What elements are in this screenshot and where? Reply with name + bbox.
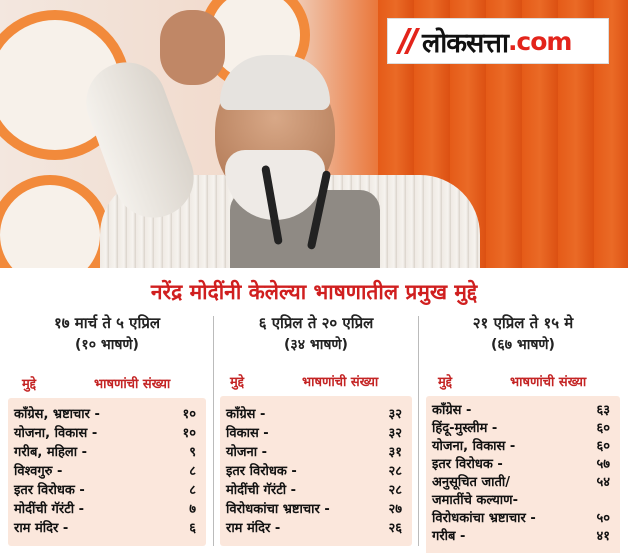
topic-count: ३२ <box>388 426 402 441</box>
period-column-2: ६ एप्रिल ते २० एप्रिल (३४ भाषणे) मुद्दे … <box>220 312 412 546</box>
topic-label: गरीब - <box>432 529 466 544</box>
list-item: इतर विरोधक - ८ <box>14 480 200 498</box>
logo-text: लोकसत्ता <box>422 27 509 59</box>
topic-count: ५० <box>596 511 610 526</box>
topic-count: ७ <box>189 502 196 517</box>
list-item: मोदींची गॅरंटी - ७ <box>14 499 200 517</box>
topic-label: इतर विरोधक - <box>226 464 297 479</box>
topic-count: २८ <box>388 464 402 479</box>
list-item: गरीब - ४१ <box>432 526 614 544</box>
topic-label: काँग्रेस - <box>432 403 472 418</box>
list-item: काँग्रेस - ६३ <box>432 400 614 418</box>
list-item: योजना, विकास - १० <box>14 423 200 441</box>
topic-count: ६ <box>189 521 196 536</box>
topic-label: योजना, विकास - <box>14 426 98 441</box>
topic-count: ६३ <box>596 403 610 418</box>
list-item: अनुसूचित जाती/ ५४ <box>432 472 614 490</box>
list-item: योजना, विकास - ६० <box>432 436 614 454</box>
list-item: गरीब, महिला - ९ <box>14 442 200 460</box>
topic-count: २८ <box>388 483 402 498</box>
topic-count: ४१ <box>596 529 610 544</box>
speech-count: (३४ भाषणे) <box>284 337 348 353</box>
topics-panel: काँग्रेस - ३२ विकास - ३२ योजना - ३१ इतर विर… <box>220 396 412 546</box>
topic-count: ८ <box>189 483 196 498</box>
topics-header: मुद्दे <box>22 377 37 392</box>
topic-label: जमातींचे कल्याण- <box>432 493 518 508</box>
topic-label: राम मंदिर - <box>226 521 281 536</box>
topic-label: योजना - <box>226 445 268 460</box>
list-item: इतर विरोधक - २८ <box>226 461 406 479</box>
party-emblem <box>0 175 110 268</box>
topic-label: गरीब, महिला - <box>14 445 88 460</box>
topic-count: १० <box>182 426 196 441</box>
topic-count: ६० <box>596 421 610 436</box>
speaker-hair <box>220 55 330 110</box>
topics-panel: काँग्रेस, भ्रष्टाचार - १० योजना, विकास - १… <box>8 398 206 546</box>
list-item: विकास - ३२ <box>226 423 406 441</box>
speech-count: (१० भाषणे) <box>75 337 139 353</box>
topics-header: मुद्दे <box>438 375 453 390</box>
list-item: काँग्रेस - ३२ <box>226 404 406 422</box>
topic-label: योजना, विकास - <box>432 439 516 454</box>
logo-mark-icon <box>395 28 422 54</box>
speech-count: (६७ भाषणे) <box>491 337 555 353</box>
topic-label: विश्वगुरु - <box>14 464 63 479</box>
topic-label: काँग्रेस - <box>226 407 266 422</box>
topic-label: इतर विरोधक - <box>432 457 503 472</box>
list-item: विरोधकांचा भ्रष्टाचार - २७ <box>226 499 406 517</box>
infographic-title: नरेंद्र मोदींनी केलेल्या भाषणातील प्रमुख… <box>150 280 478 304</box>
speech-count-header: भाषणांची संख्या <box>510 375 587 390</box>
list-item: इतर विरोधक - ५७ <box>432 454 614 472</box>
topic-count: २७ <box>388 502 402 517</box>
topic-label: अनुसूचित जाती/ <box>432 475 511 490</box>
topic-count: ३२ <box>388 407 402 422</box>
topic-label: हिंदू-मुस्लीम - <box>432 421 498 436</box>
infographic: नरेंद्र मोदींनी केलेल्या भाषणातील प्रमुख… <box>0 268 628 553</box>
topic-count: ५७ <box>596 457 610 472</box>
list-item: विरोधकांचा भ्रष्टाचार - ५० <box>432 508 614 526</box>
period-column-1: १७ मार्च ते ५ एप्रिल (१० भाषणे) मुद्दे भ… <box>8 312 206 546</box>
column-divider <box>213 316 214 546</box>
topic-label: विकास - <box>226 426 269 441</box>
period-range: १७ मार्च ते ५ एप्रिल <box>53 314 161 332</box>
topic-count: ८ <box>189 464 196 479</box>
list-item: विश्वगुरु - ८ <box>14 461 200 479</box>
list-item: हिंदू-मुस्लीम - ६० <box>432 418 614 436</box>
speech-count-header: भाषणांची संख्या <box>94 377 171 392</box>
topic-label: मोदींची गॅरंटी - <box>14 502 85 517</box>
list-item: मोदींची गॅरंटी - २८ <box>226 480 406 498</box>
topic-label: मोदींची गॅरंटी - <box>226 483 297 498</box>
topic-count: ९ <box>189 445 196 460</box>
topic-count: ३१ <box>388 445 402 460</box>
topic-label: विरोधकांचा भ्रष्टाचार - <box>432 511 536 526</box>
topic-label: विरोधकांचा भ्रष्टाचार - <box>226 502 330 517</box>
topic-count: १० <box>182 407 196 422</box>
topic-count: ५४ <box>596 475 610 490</box>
topic-label: राम मंदिर - <box>14 521 69 536</box>
column-divider <box>418 316 419 546</box>
topic-count: २६ <box>388 521 402 536</box>
period-range: ६ एप्रिल ते २० एप्रिल <box>258 314 374 332</box>
topics-header: मुद्दे <box>230 375 245 390</box>
topic-count: ६० <box>596 439 610 454</box>
list-item: काँग्रेस, भ्रष्टाचार - १० <box>14 404 200 422</box>
topics-panel: काँग्रेस - ६३ हिंदू-मुस्लीम - ६० योजना, वि… <box>426 396 620 553</box>
period-column-3: २१ एप्रिल ते १५ मे (६७ भाषणे) मुद्दे भाष… <box>426 312 620 553</box>
speaker-fist <box>160 10 225 85</box>
logo-domain: .com <box>507 26 573 56</box>
list-item: राम मंदिर - ६ <box>14 518 200 536</box>
speech-count-header: भाषणांची संख्या <box>302 375 379 390</box>
speaker-photo: लोकसत्ता .com <box>0 0 628 268</box>
period-range: २१ एप्रिल ते १५ मे <box>472 314 574 332</box>
topic-label: काँग्रेस, भ्रष्टाचार - <box>14 407 100 422</box>
list-item: योजना - ३१ <box>226 442 406 460</box>
list-item: जमातींचे कल्याण- <box>432 490 614 508</box>
topic-label: इतर विरोधक - <box>14 483 85 498</box>
loksatta-logo: लोकसत्ता .com <box>387 18 609 64</box>
list-item: राम मंदिर - २६ <box>226 518 406 536</box>
